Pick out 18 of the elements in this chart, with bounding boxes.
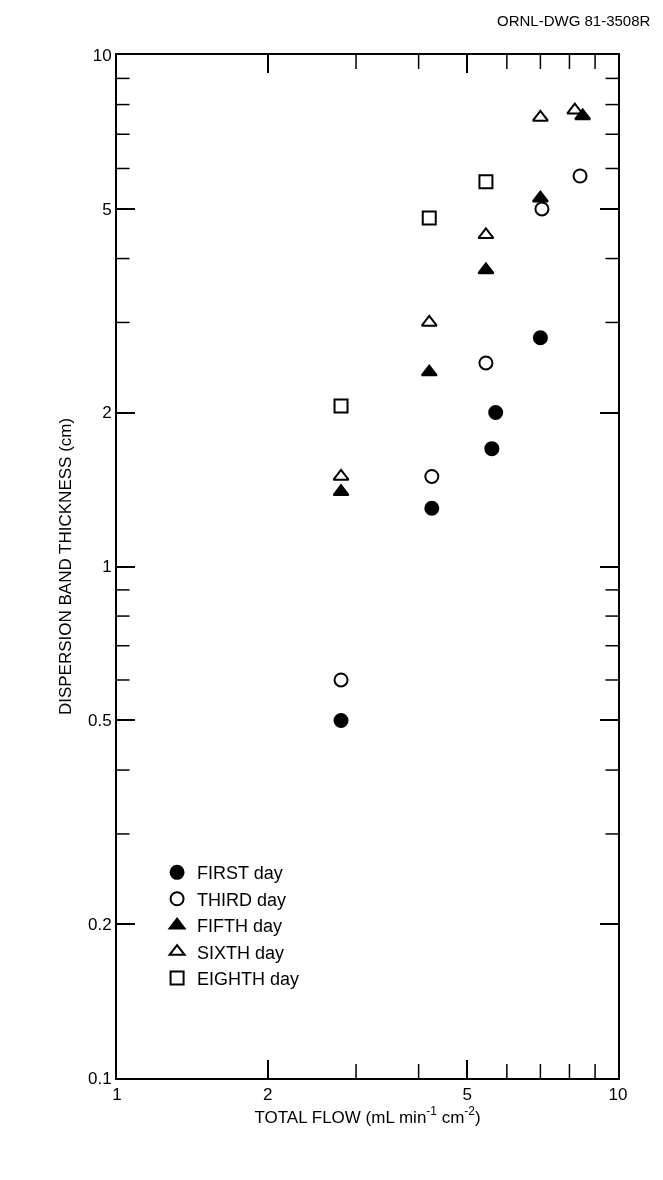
x-tick-label: 2 [263,1085,273,1105]
y-tick-label: 10 [92,45,112,65]
y-tick-label: 5 [102,199,112,219]
text: ORNL-DWG 81-3508R [497,12,651,29]
y-tick-label: 2 [102,403,112,423]
y-tick-label: 1 [102,557,112,577]
x-axis-title: TOTAL FLOW (mL min$^{-1}$ cm$^{-2}$) [254,1104,481,1127]
legend-label: THIRD day [197,889,287,910]
x-tick-label: 10 [608,1085,628,1105]
legend-label: SIXTH day [197,942,285,963]
y-tick-label: 0.2 [87,914,112,934]
legend-label: EIGHTH day [197,968,300,989]
y-tick-label: 0.5 [87,711,112,731]
y-axis-title: DISPERSION BAND THICKNESS (cm) [56,417,76,716]
legend-label: FIRST day [197,863,283,884]
legend-label: FIFTH day [197,916,283,937]
x-tick-label: 5 [462,1085,472,1105]
y-tick-label: 0.1 [87,1068,112,1088]
